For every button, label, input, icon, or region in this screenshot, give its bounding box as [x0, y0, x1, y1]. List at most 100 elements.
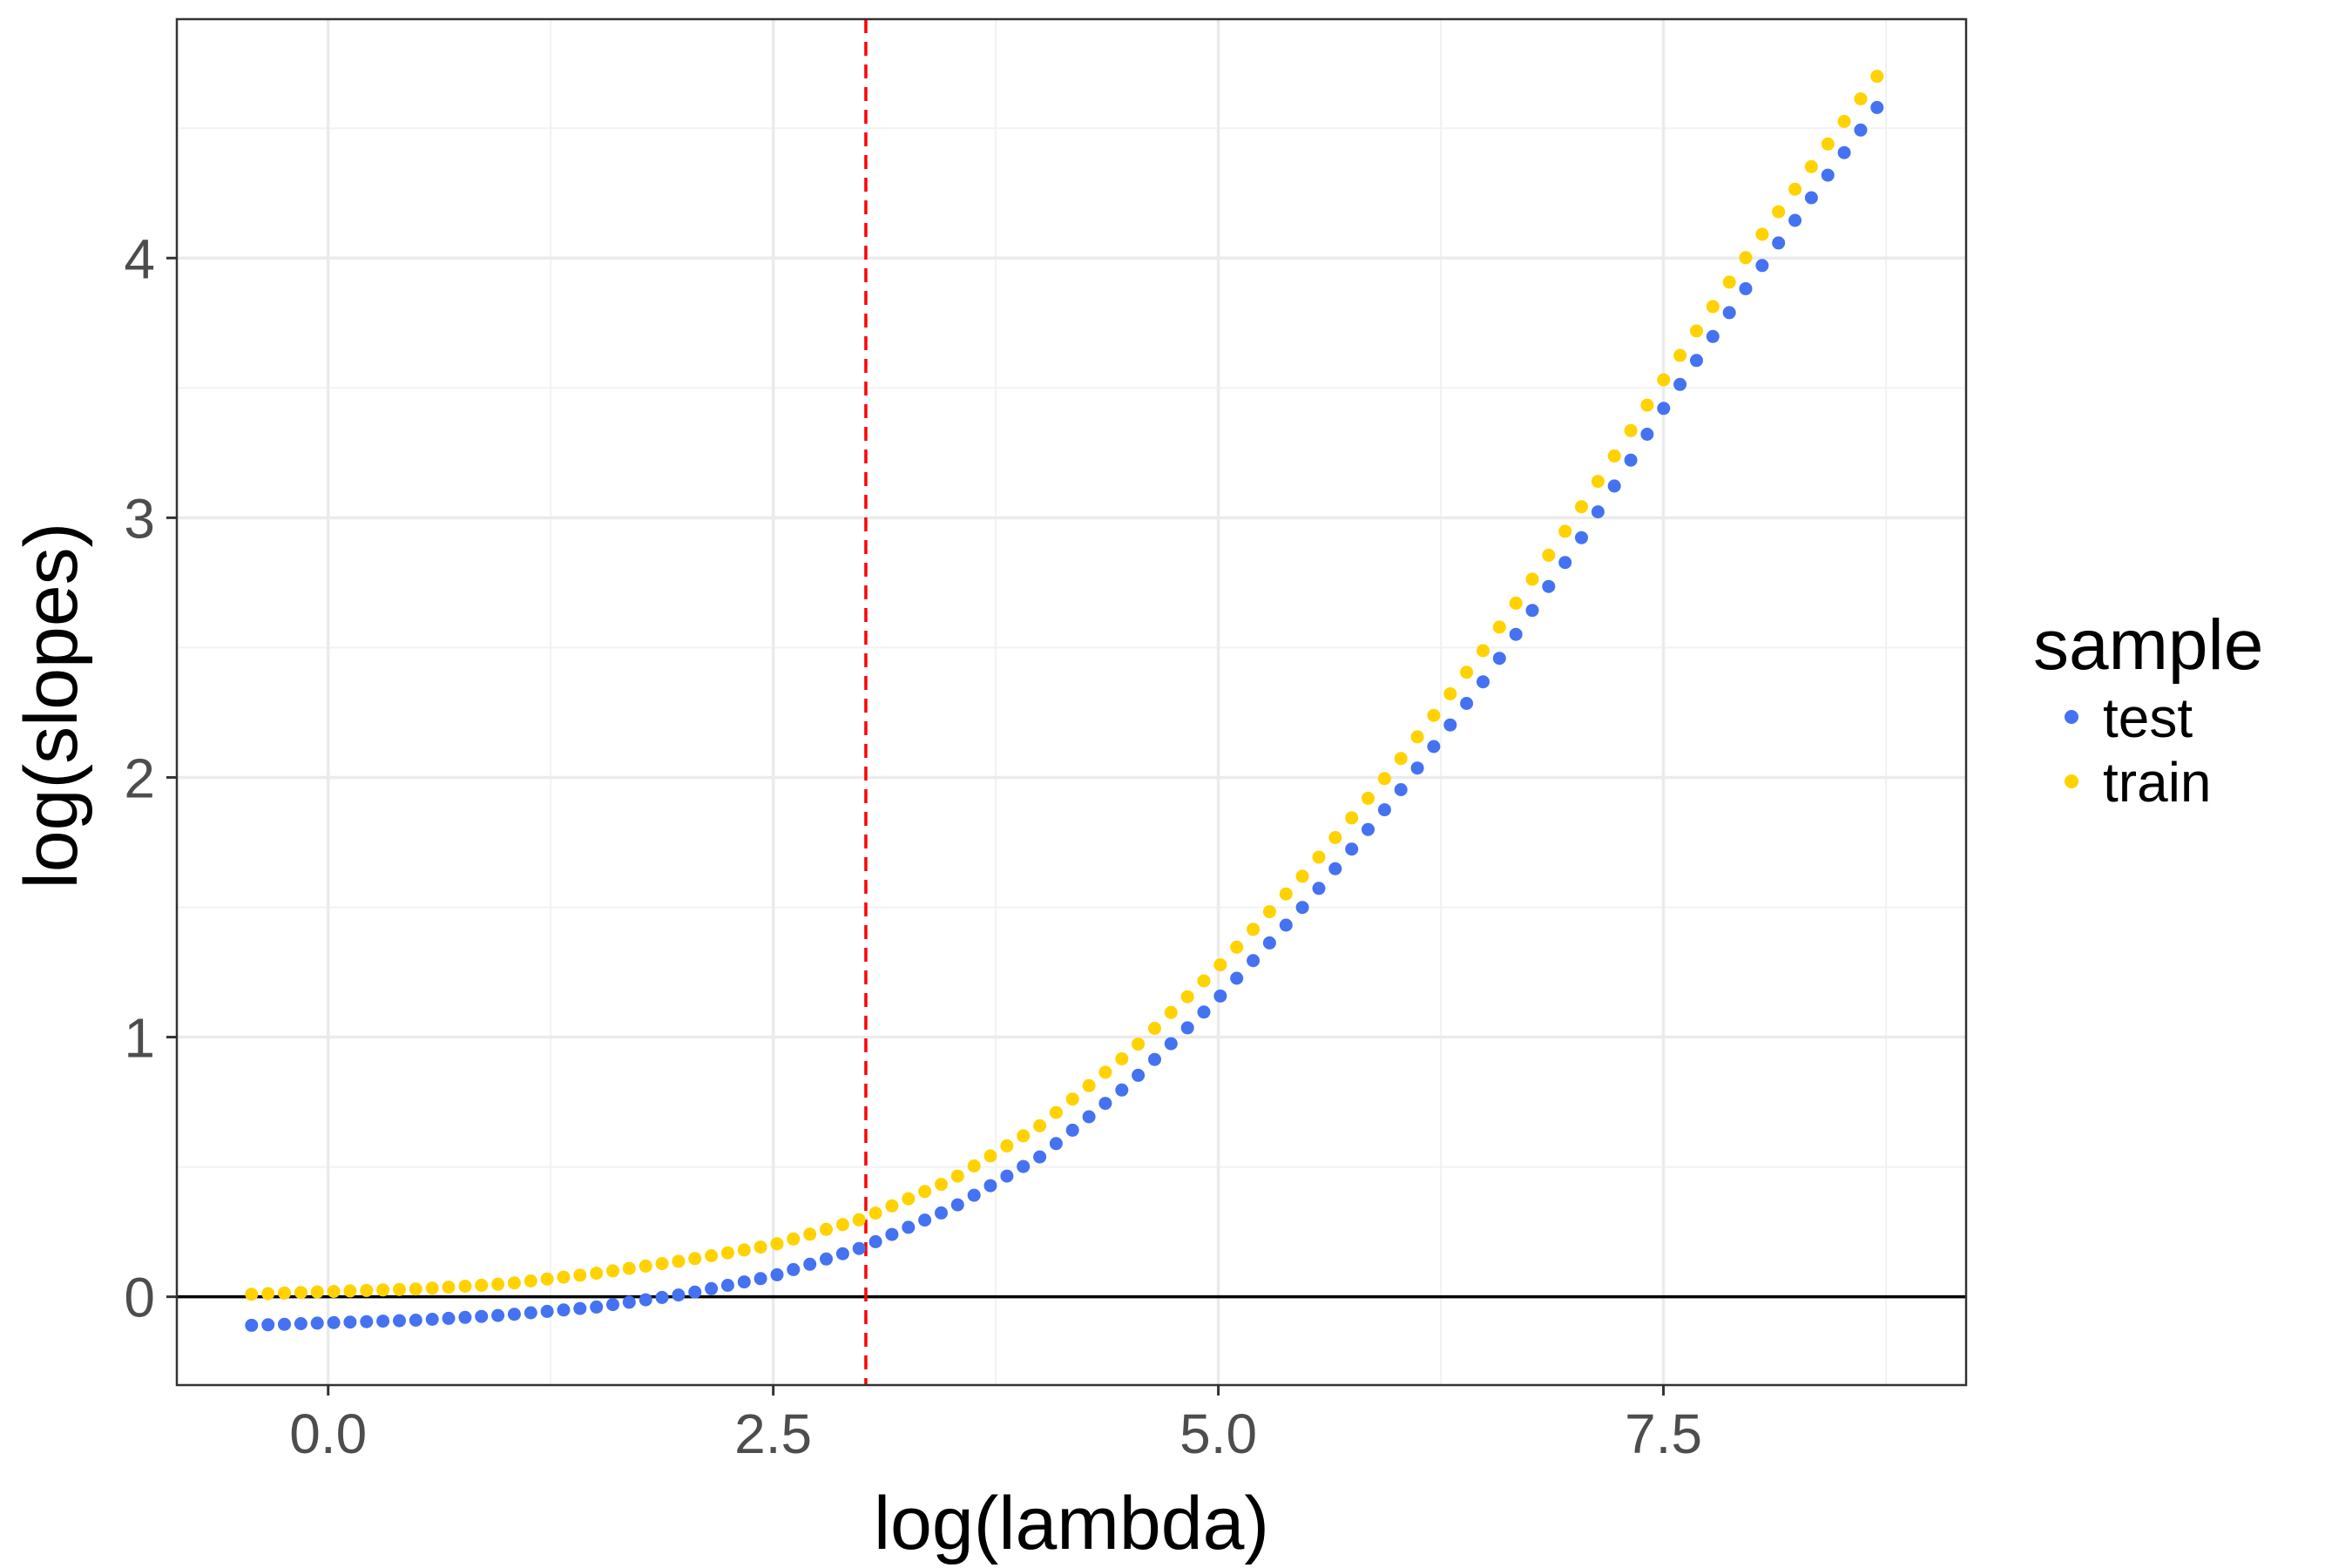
point-train [918, 1185, 932, 1199]
point-train [590, 1267, 604, 1281]
point-test [1854, 123, 1868, 137]
y-tick-label: 0 [124, 1267, 155, 1329]
point-test [1755, 259, 1769, 273]
minor-gridlines [177, 19, 1966, 1385]
point-train [1049, 1105, 1063, 1119]
point-test [475, 1309, 489, 1323]
point-test [868, 1234, 882, 1248]
point-test [458, 1310, 472, 1324]
point-train [1017, 1129, 1031, 1143]
point-train [1164, 1005, 1178, 1019]
point-train [1098, 1065, 1112, 1079]
point-test [1312, 882, 1326, 896]
legend-label-test: test [2103, 686, 2193, 749]
point-test [672, 1288, 686, 1302]
point-train [1804, 159, 1818, 173]
point-test [507, 1308, 521, 1321]
point-test [1279, 918, 1293, 932]
point-train [1132, 1037, 1146, 1051]
point-test [803, 1257, 817, 1271]
legend-label-train: train [2103, 751, 2212, 814]
point-train [803, 1227, 817, 1241]
point-train [950, 1169, 964, 1183]
point-train [639, 1259, 652, 1273]
point-test [1673, 377, 1687, 391]
point-train [1328, 831, 1342, 844]
y-tick-label: 4 [124, 227, 155, 290]
point-test [606, 1298, 619, 1312]
legend-title: sample [2033, 605, 2263, 685]
point-test [935, 1206, 948, 1220]
point-train [1312, 850, 1326, 864]
point-test [1213, 989, 1227, 1003]
point-train [1870, 70, 1884, 84]
point-test [1542, 579, 1556, 593]
point-train [310, 1285, 324, 1299]
point-train [852, 1213, 866, 1227]
point-test [1295, 901, 1309, 915]
series-train [245, 70, 1884, 1301]
point-test [1509, 627, 1523, 641]
point-train [1115, 1052, 1129, 1065]
point-train [1000, 1139, 1014, 1152]
point-test [1148, 1052, 1161, 1066]
point-train [1148, 1022, 1161, 1035]
point-train [1706, 300, 1720, 314]
point-train [1525, 572, 1539, 586]
point-test [1558, 556, 1572, 570]
point-test [343, 1315, 357, 1329]
point-test [1804, 191, 1818, 205]
point-train [1575, 500, 1588, 514]
point-test [1247, 954, 1260, 968]
point-test [1624, 453, 1638, 467]
point-train [491, 1277, 505, 1291]
point-train [720, 1246, 734, 1260]
legend-key-test [2065, 710, 2078, 724]
point-test [393, 1314, 406, 1328]
point-test [967, 1188, 981, 1202]
point-train [1624, 423, 1638, 437]
point-test [425, 1313, 439, 1326]
point-test [1591, 505, 1605, 519]
point-train [1345, 811, 1359, 825]
point-train [376, 1283, 390, 1297]
point-train [507, 1276, 521, 1290]
point-train [754, 1240, 767, 1254]
point-train [622, 1261, 636, 1275]
point-test [1000, 1169, 1014, 1183]
point-train [557, 1270, 571, 1284]
point-train [1739, 251, 1753, 265]
point-train [1772, 205, 1786, 219]
point-test [1262, 936, 1276, 950]
point-train [409, 1282, 422, 1296]
point-train [1558, 524, 1572, 538]
point-train [1410, 730, 1424, 744]
point-test [1772, 236, 1786, 250]
point-train [1788, 182, 1802, 196]
point-test [852, 1241, 866, 1255]
point-train [278, 1286, 291, 1300]
x-tick-label: 5.0 [1179, 1402, 1257, 1465]
point-test [245, 1318, 259, 1332]
point-train [1542, 548, 1556, 562]
y-axis-ticks: 0 1 2 3 4 [124, 227, 177, 1329]
point-train [1821, 137, 1835, 151]
point-train [770, 1237, 784, 1251]
point-train [983, 1149, 997, 1163]
point-test [327, 1315, 341, 1329]
point-test [1394, 783, 1408, 796]
point-test [835, 1247, 849, 1260]
point-train [1427, 708, 1441, 722]
point-test [754, 1272, 767, 1286]
point-train [1657, 373, 1671, 387]
series-test [245, 100, 1884, 1332]
point-train [1755, 227, 1769, 241]
point-test [688, 1285, 702, 1299]
point-test [918, 1213, 932, 1227]
point-train [655, 1257, 669, 1271]
x-tick-label: 7.5 [1625, 1402, 1702, 1465]
point-test [1065, 1123, 1079, 1137]
point-test [737, 1275, 751, 1289]
point-test [1033, 1150, 1047, 1164]
